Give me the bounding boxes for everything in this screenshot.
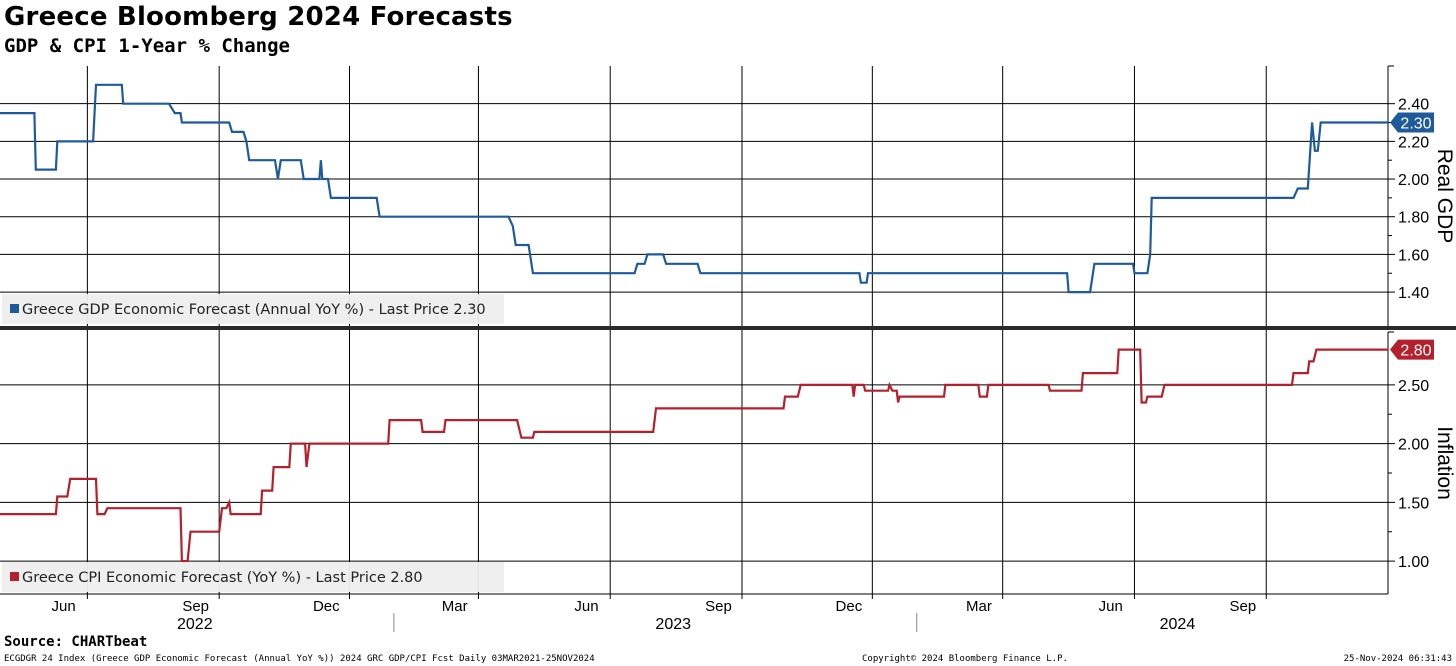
y-tick-label: 2.00 bbox=[1398, 172, 1429, 189]
x-tick-label: Mar bbox=[442, 598, 468, 615]
y-tick-label: 1.80 bbox=[1398, 210, 1429, 227]
footer-timestamp: 25-Nov-2024 06:31:43 bbox=[1343, 654, 1452, 664]
x-tick-label: Sep bbox=[705, 598, 732, 615]
x-tick-label: Jun bbox=[574, 598, 598, 615]
series-line-gdp bbox=[0, 83, 1388, 294]
panel-divider bbox=[0, 326, 1456, 330]
last-price-badge bbox=[1390, 112, 1434, 133]
source-label: Source: CHARTbeat bbox=[4, 634, 148, 650]
y-tick-label: 1.00 bbox=[1398, 554, 1429, 571]
footer-copyright: Copyright© 2024 Bloomberg Finance L.P. bbox=[862, 654, 1068, 664]
y-tick-label: 2.20 bbox=[1398, 134, 1429, 151]
y-tick-label: 2.50 bbox=[1398, 378, 1429, 395]
y-tick-label: 1.50 bbox=[1398, 495, 1429, 512]
legend-box bbox=[2, 294, 504, 324]
x-year-label: 2022 bbox=[177, 616, 213, 633]
x-tick-label: Mar bbox=[966, 598, 992, 615]
x-year-label: 2024 bbox=[1160, 616, 1196, 633]
x-tick-label: Dec bbox=[836, 598, 863, 615]
x-tick-label: Jun bbox=[52, 598, 76, 615]
series-line-cpi bbox=[0, 348, 1388, 563]
footer-ticker-description: ECGDGR 24 Index (Greece GDP Economic For… bbox=[4, 654, 595, 664]
x-tick-label: Sep bbox=[182, 598, 209, 615]
chart-subtitle: GDP & CPI 1-Year % Change bbox=[4, 35, 290, 57]
legend-label: Greece CPI Economic Forecast (YoY %) - L… bbox=[22, 570, 423, 586]
y-axis-label: Inflation bbox=[1433, 426, 1456, 500]
legend-swatch bbox=[10, 304, 19, 313]
y-tick-label: 2.00 bbox=[1398, 437, 1429, 454]
legend-swatch bbox=[10, 572, 19, 581]
chart-title: Greece Bloomberg 2024 Forecasts bbox=[4, 2, 513, 32]
legend-box bbox=[2, 562, 504, 592]
x-tick-label: Jun bbox=[1099, 598, 1123, 615]
x-tick-label: Dec bbox=[313, 598, 340, 615]
last-price-value: 2.30 bbox=[1400, 116, 1431, 133]
panel-cpi: 1.00 1.50 2.00 2.50 Inflation 2.80 Greece CPI … bbox=[0, 331, 1456, 594]
legend-label: Greece GDP Economic Forecast (Annual YoY… bbox=[22, 302, 486, 318]
y-axis-label: Real GDP bbox=[1433, 149, 1456, 244]
x-tick-label: Sep bbox=[1229, 598, 1256, 615]
y-tick-label: 2.40 bbox=[1398, 97, 1429, 114]
y-tick-label: 1.60 bbox=[1398, 247, 1429, 264]
x-year-label: 2023 bbox=[655, 616, 691, 633]
y-tick-label: 1.40 bbox=[1398, 285, 1429, 302]
last-price-value: 2.80 bbox=[1400, 343, 1431, 360]
last-price-badge bbox=[1390, 339, 1434, 360]
